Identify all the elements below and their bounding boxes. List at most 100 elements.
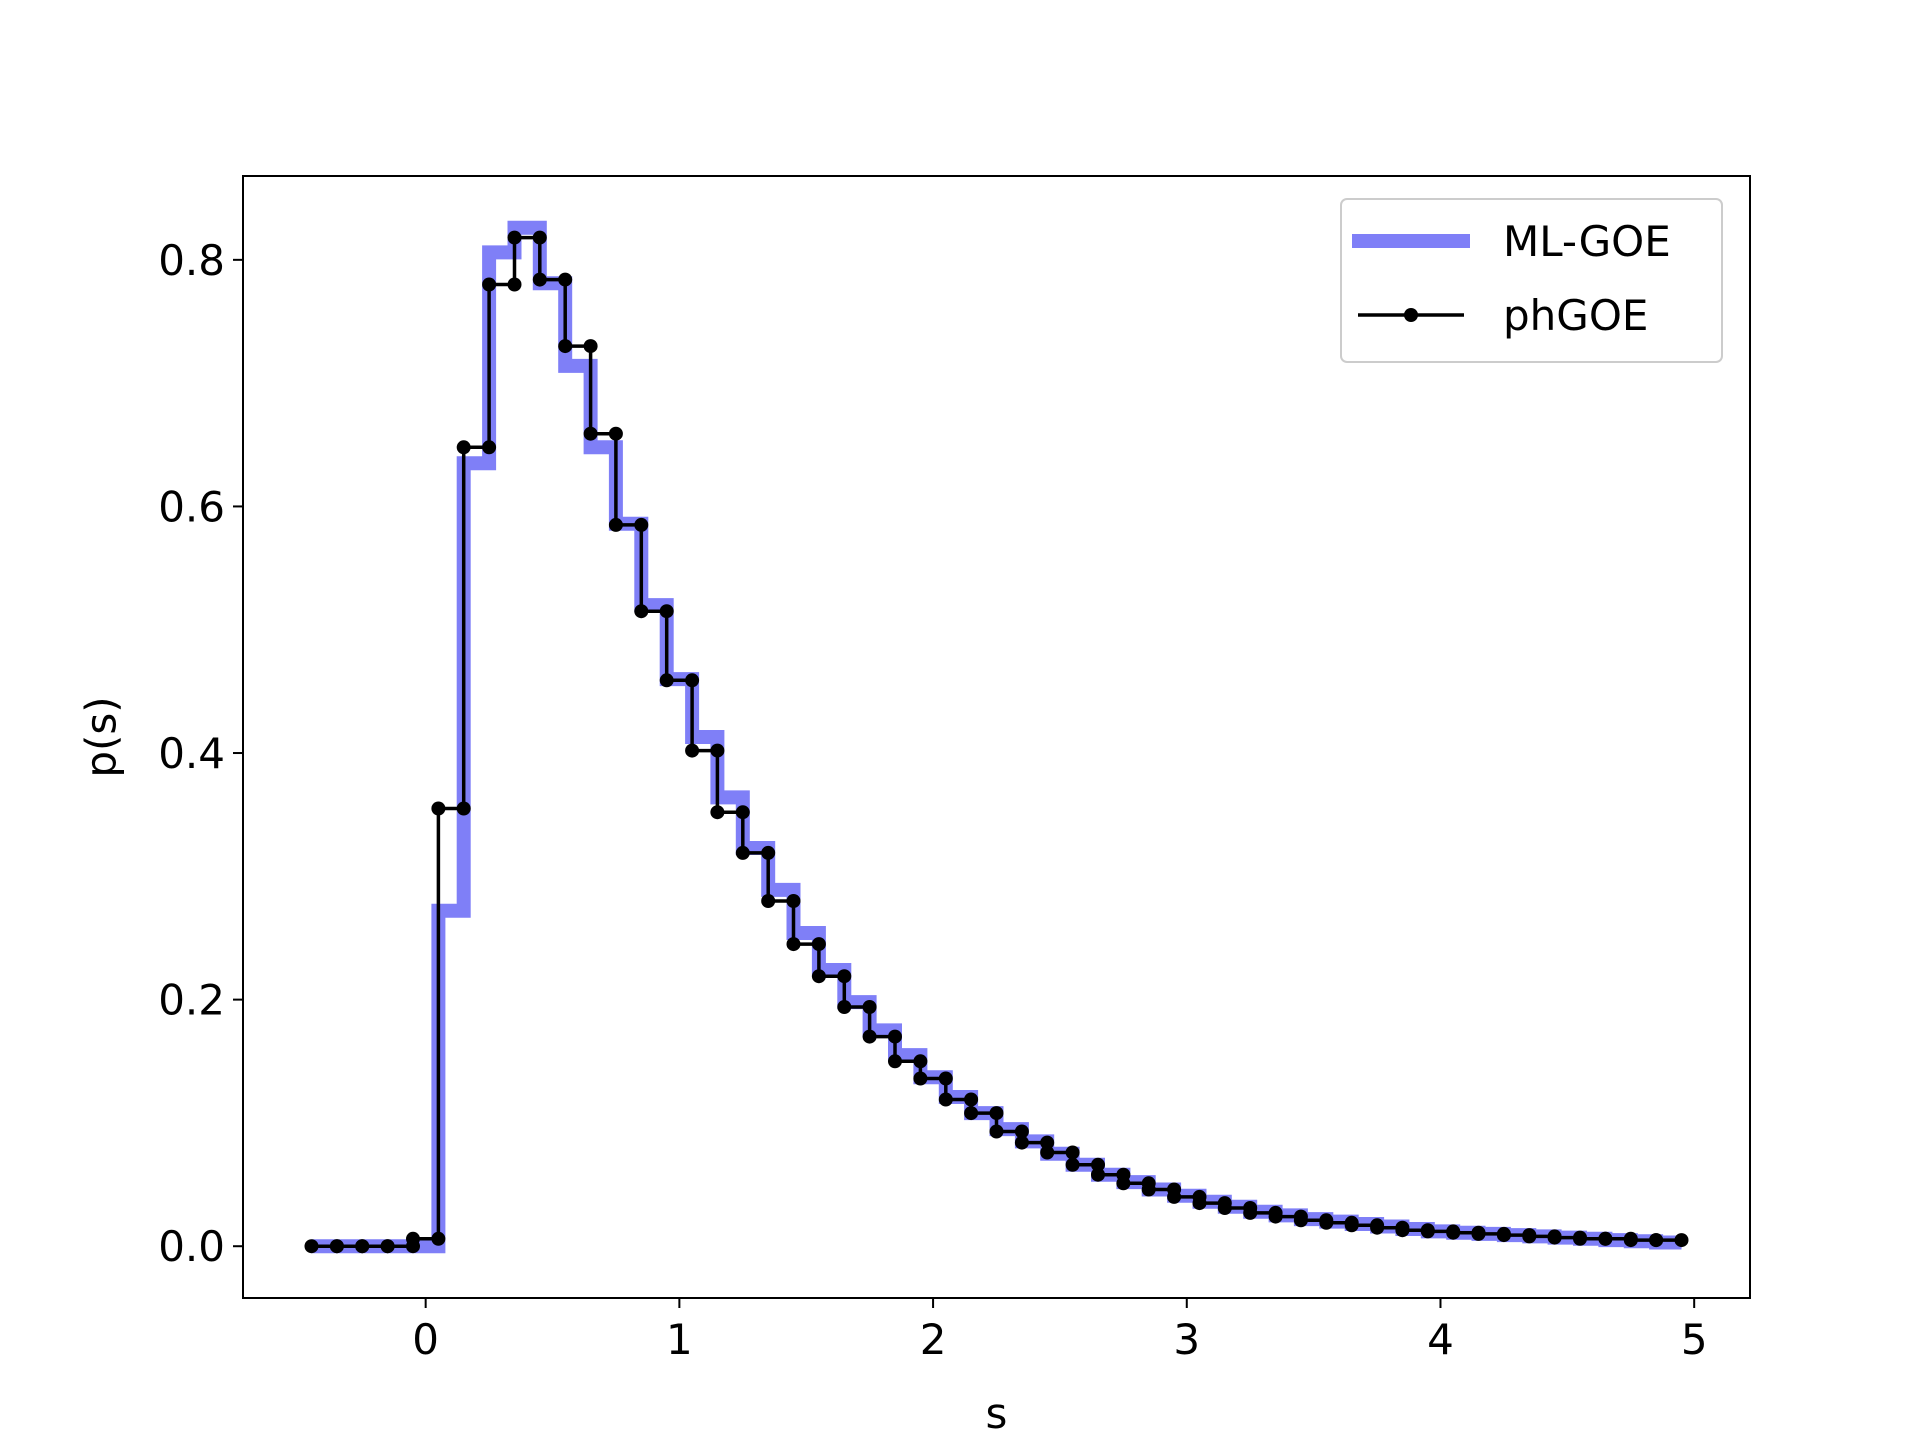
x-tick-label: 4: [1427, 1315, 1454, 1364]
x-tick-label: 1: [666, 1315, 693, 1364]
data-point-phgoe: [1496, 1228, 1511, 1243]
data-point-phgoe: [659, 604, 674, 619]
data-point-phgoe: [507, 277, 522, 292]
data-point-phgoe: [1649, 1233, 1664, 1248]
data-point-phgoe: [431, 801, 446, 816]
legend-label-ml-goe: ML-GOE: [1503, 217, 1671, 266]
data-point-phgoe: [1040, 1145, 1055, 1160]
data-point-phgoe: [964, 1106, 979, 1121]
data-point-phgoe: [786, 894, 801, 908]
data-point-phgoe: [710, 743, 725, 758]
data-point-phgoe: [532, 272, 547, 287]
data-point-phgoe: [1091, 1167, 1105, 1182]
data-point-phgoe: [456, 440, 471, 455]
data-point-phgoe: [1674, 1233, 1689, 1248]
x-tick-label: 3: [1173, 1315, 1200, 1364]
data-point-phgoe: [1065, 1145, 1080, 1160]
data-point-phgoe: [837, 969, 852, 984]
data-point-phgoe: [862, 1029, 877, 1044]
data-point-phgoe: [558, 339, 573, 354]
data-point-phgoe: [685, 743, 700, 758]
data-point-phgoe: [1395, 1223, 1410, 1238]
data-point-phgoe: [1370, 1220, 1385, 1235]
axis-ticks: 0 1 2 3 4 5 0.0 0.2 0.4 0.6 0.8: [158, 236, 1707, 1364]
data-point-phgoe: [1446, 1225, 1461, 1240]
data-point-phgoe: [1192, 1196, 1207, 1211]
y-tick-label: 0.6: [158, 482, 225, 531]
data-point-phgoe: [913, 1071, 928, 1086]
data-point-phgoe: [456, 801, 471, 816]
data-point-phgoe: [1243, 1205, 1258, 1220]
y-axis-label: p(s): [77, 696, 126, 777]
data-point-phgoe: [608, 426, 623, 441]
data-point-phgoe: [811, 937, 826, 952]
data-point-phgoe: [938, 1092, 953, 1107]
y-tick-label: 0.4: [158, 729, 225, 778]
data-point-phgoe: [888, 1054, 902, 1069]
data-point-phgoe: [634, 604, 649, 619]
data-point-phgoe: [837, 1000, 852, 1014]
data-point-phgoe: [355, 1239, 370, 1254]
data-point-phgoe: [583, 426, 598, 441]
data-point-phgoe: [1522, 1229, 1537, 1244]
legend: ML-GOE phGOE: [1340, 198, 1723, 363]
data-point-phgoe: [1420, 1224, 1435, 1239]
data-point-phgoe: [1573, 1231, 1587, 1246]
x-axis-label: s: [986, 1389, 1008, 1438]
data-point-phgoe: [685, 673, 700, 688]
data-point-phgoe: [1116, 1176, 1131, 1191]
data-point-phgoe: [1293, 1213, 1308, 1228]
data-point-phgoe: [1268, 1209, 1283, 1224]
data-point-phgoe: [406, 1231, 420, 1246]
data-point-phgoe: [989, 1106, 1004, 1121]
data-point-phgoe: [1319, 1215, 1334, 1230]
data-point-phgoe: [1065, 1157, 1080, 1172]
data-point-phgoe: [1217, 1201, 1232, 1215]
legend-marker-phgoe: [1404, 308, 1418, 322]
data-point-phgoe: [888, 1029, 902, 1044]
data-point-phgoe: [1091, 1157, 1105, 1172]
plot-area: [304, 220, 1689, 1254]
data-point-phgoe: [1598, 1231, 1613, 1246]
data-point-phgoe: [1141, 1182, 1156, 1197]
data-point-phgoe: [1014, 1124, 1029, 1139]
data-point-phgoe: [989, 1124, 1004, 1139]
data-point-phgoe: [634, 517, 649, 532]
axes-frame: [242, 175, 1751, 1299]
data-point-phgoe: [710, 805, 725, 820]
data-point-phgoe: [1040, 1135, 1055, 1150]
data-point-phgoe: [1471, 1226, 1486, 1241]
data-point-phgoe: [482, 440, 497, 455]
data-point-phgoe: [431, 1231, 446, 1246]
data-point-phgoe: [913, 1054, 928, 1069]
data-point-phgoe: [532, 230, 547, 245]
data-point-phgoe: [1623, 1233, 1638, 1248]
data-point-phgoe: [786, 937, 801, 952]
data-point-phgoe: [507, 230, 522, 245]
data-point-phgoe: [862, 1000, 877, 1014]
x-tick-label: 5: [1681, 1315, 1708, 1364]
data-point-phgoe: [1344, 1218, 1359, 1233]
data-point-phgoe: [938, 1071, 953, 1086]
data-point-phgoe: [1547, 1230, 1562, 1245]
data-point-phgoe: [964, 1092, 979, 1107]
data-point-phgoe: [811, 969, 826, 984]
data-point-phgoe: [761, 894, 776, 908]
data-point-phgoe: [380, 1239, 395, 1254]
data-point-phgoe: [659, 673, 674, 688]
y-tick-label: 0.2: [158, 976, 225, 1025]
x-tick-label: 2: [920, 1315, 947, 1364]
data-point-phgoe: [583, 339, 598, 354]
legend-label-phgoe: phGOE: [1503, 291, 1648, 340]
y-tick-label: 0.0: [158, 1222, 225, 1271]
y-tick-label: 0.8: [158, 236, 225, 285]
data-point-phgoe: [1167, 1189, 1182, 1204]
data-point-phgoe: [761, 845, 776, 860]
data-point-phgoe: [735, 805, 750, 820]
data-point-phgoe: [329, 1239, 344, 1254]
data-point-phgoe: [304, 1239, 319, 1254]
data-point-phgoe: [735, 845, 750, 860]
data-point-phgoe: [558, 272, 573, 287]
data-point-phgoe: [1014, 1135, 1029, 1150]
